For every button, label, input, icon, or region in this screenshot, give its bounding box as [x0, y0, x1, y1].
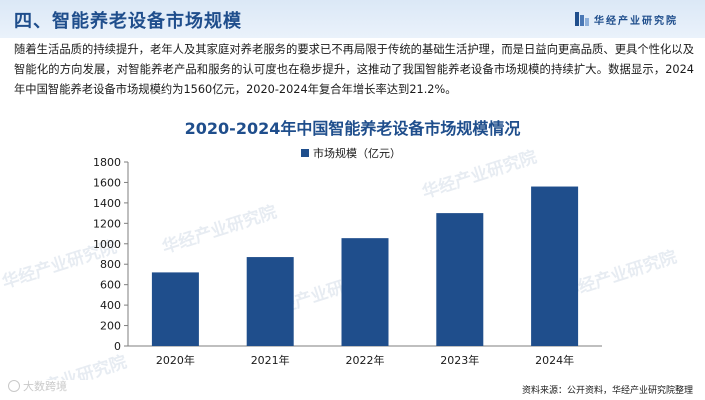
bar: [436, 213, 484, 346]
logo-bars-icon: [575, 12, 589, 26]
y-tick-label: 400: [100, 299, 121, 312]
watermark-text: 华经产业研究院: [420, 146, 540, 203]
header-bar: 四、智能养老设备市场规模 华经产业研究院: [0, 0, 705, 38]
source-note: 资料来源：公开资料，华经产业研究院整理: [521, 386, 693, 396]
y-tick-label: 800: [100, 258, 121, 271]
y-tick-label: 1000: [93, 238, 121, 251]
x-tick-label: 2024年: [535, 353, 574, 367]
x-tick-label: 2021年: [251, 353, 290, 367]
corner-watermark: 大数跨境: [8, 378, 67, 394]
bar: [246, 257, 294, 346]
x-tick-label: 2023年: [440, 353, 479, 367]
section-title: 四、智能养老设备市场规模: [14, 11, 242, 32]
bar: [151, 272, 199, 346]
y-tick-label: 1600: [93, 176, 121, 189]
x-tick-label: 2020年: [156, 353, 195, 367]
y-tick-label: 0: [114, 340, 121, 353]
y-tick-label: 200: [100, 320, 121, 333]
bar: [531, 186, 579, 346]
watermark-text: 华经产业研究院: [160, 201, 280, 258]
logo-text: 华经产业研究院: [594, 15, 678, 27]
y-tick-label: 1400: [93, 197, 121, 210]
bar-chart: 华经产业研究院华经产业研究院华经产业研究院华经产业研究院华经产业研究院华经产业研…: [0, 146, 679, 380]
legend-label: 市场规模（亿元）: [313, 146, 401, 160]
logo: 华经产业研究院: [575, 11, 678, 27]
x-tick-label: 2022年: [346, 353, 385, 367]
watermark-text: 华经产业研究院: [10, 351, 130, 380]
watermark-logo-icon: [8, 380, 20, 392]
bar: [341, 238, 389, 346]
y-tick-label: 1800: [93, 156, 121, 169]
y-tick-label: 600: [100, 279, 121, 292]
corner-watermark-text: 大数跨境: [23, 380, 67, 393]
chart-title: 2020-2024年中国智能养老设备市场规模情况: [184, 119, 521, 138]
legend-swatch: [301, 149, 309, 157]
intro-paragraph: 随着生活品质的持续提升，老年人及其家庭对养老服务的要求已不再局限于传统的基础生活…: [14, 43, 694, 96]
y-tick-label: 1200: [93, 217, 121, 230]
